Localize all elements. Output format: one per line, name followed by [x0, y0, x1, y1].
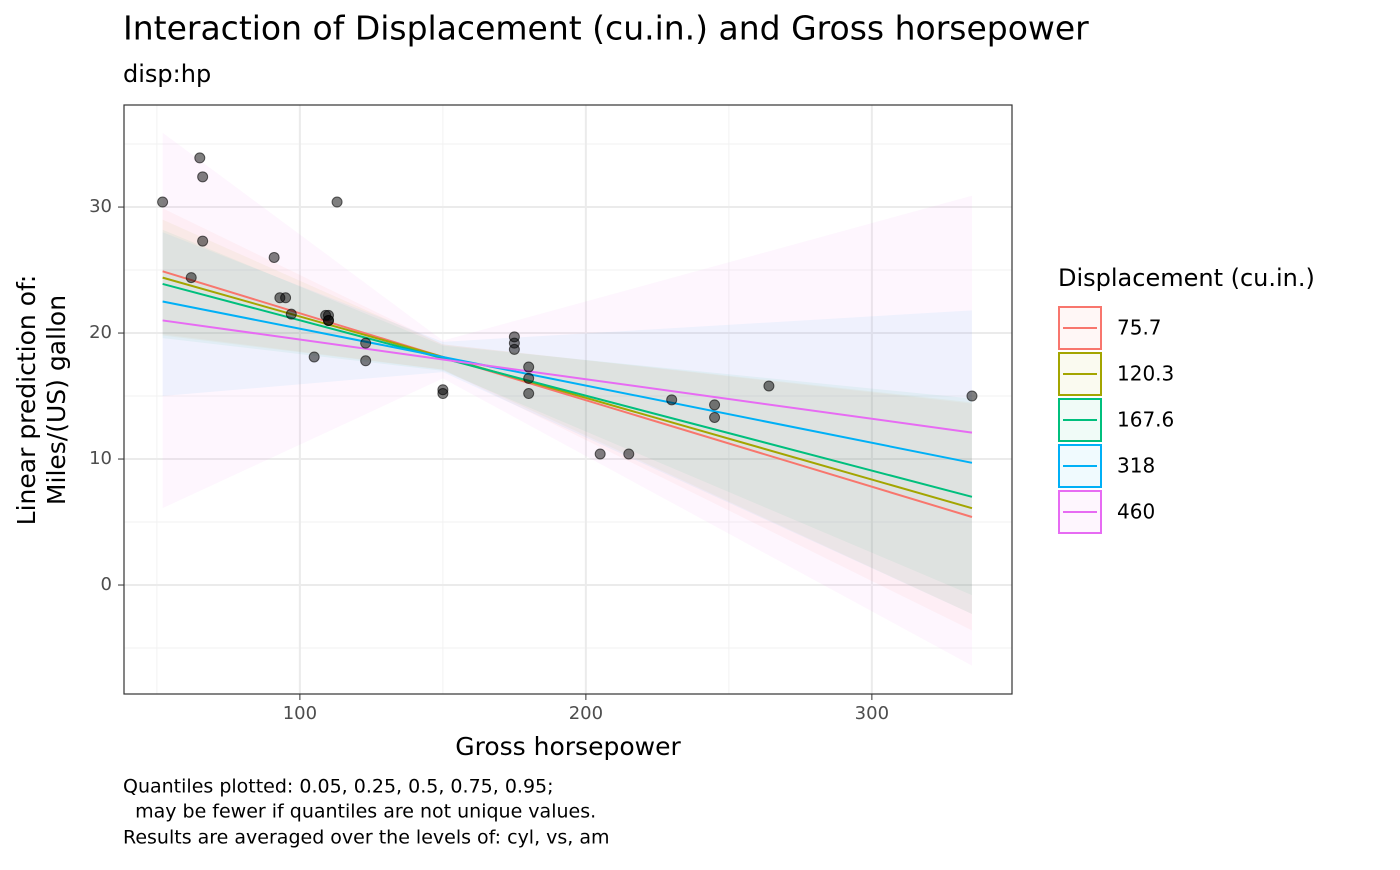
data-point [194, 152, 206, 164]
data-point [197, 235, 209, 247]
legend-label: 120.3 [1117, 362, 1174, 386]
x-tick-label: 100 [283, 703, 317, 724]
data-point [623, 448, 635, 460]
caption: may be fewer if quantiles are not unique… [123, 801, 596, 823]
y-tick-label: 0 [101, 574, 112, 595]
plot-border [123, 104, 1013, 695]
data-point [320, 309, 332, 321]
confidence-ribbon [162, 132, 972, 666]
y-tick-label: 30 [89, 196, 112, 217]
prediction-line [162, 319, 973, 434]
data-point [157, 196, 169, 208]
y-axis-label: Linear prediction of: [12, 275, 41, 526]
data-point [331, 196, 343, 208]
data-point [594, 448, 606, 460]
prediction-line [162, 282, 973, 498]
data-point [666, 394, 678, 406]
data-point [308, 351, 320, 363]
data-point [763, 380, 775, 392]
x-tick-label: 200 [569, 703, 603, 724]
data-point [523, 388, 535, 400]
legend-label: 460 [1117, 500, 1155, 524]
chart-subtitle: disp:hp [123, 60, 211, 88]
caption: Quantiles plotted: 0.05, 0.25, 0.5, 0.75… [123, 776, 554, 798]
chart-title: Interaction of Displacement (cu.in.) and… [123, 9, 1089, 48]
y-axis-label: Miles/(US) gallon [42, 295, 71, 505]
data-point [523, 372, 535, 384]
data-point [523, 361, 535, 373]
data-point [197, 171, 209, 183]
x-axis-label: Gross horsepower [455, 732, 681, 761]
confidence-ribbon [162, 232, 972, 614]
data-point [360, 337, 372, 349]
data-point [709, 411, 721, 423]
data-point [360, 355, 372, 367]
legend-label: 167.6 [1117, 408, 1174, 432]
y-tick-label: 20 [89, 322, 112, 343]
data-point [268, 251, 280, 263]
data-point [508, 331, 520, 343]
y-tick-label: 10 [89, 448, 112, 469]
data-point [437, 388, 449, 400]
confidence-ribbon [162, 229, 972, 596]
data-point [285, 308, 297, 320]
legend-label: 318 [1117, 454, 1155, 478]
confidence-ribbon [162, 208, 972, 631]
data-point [280, 292, 292, 304]
x-tick-label: 300 [855, 703, 889, 724]
prediction-line [162, 300, 973, 464]
data-point [709, 399, 721, 411]
legend-title: Displacement (cu.in.) [1058, 264, 1315, 292]
data-point [185, 272, 197, 284]
confidence-ribbon [162, 219, 972, 614]
caption: Results are averaged over the levels of:… [123, 827, 610, 849]
legend-label: 75.7 [1117, 316, 1162, 340]
data-point [966, 390, 978, 402]
